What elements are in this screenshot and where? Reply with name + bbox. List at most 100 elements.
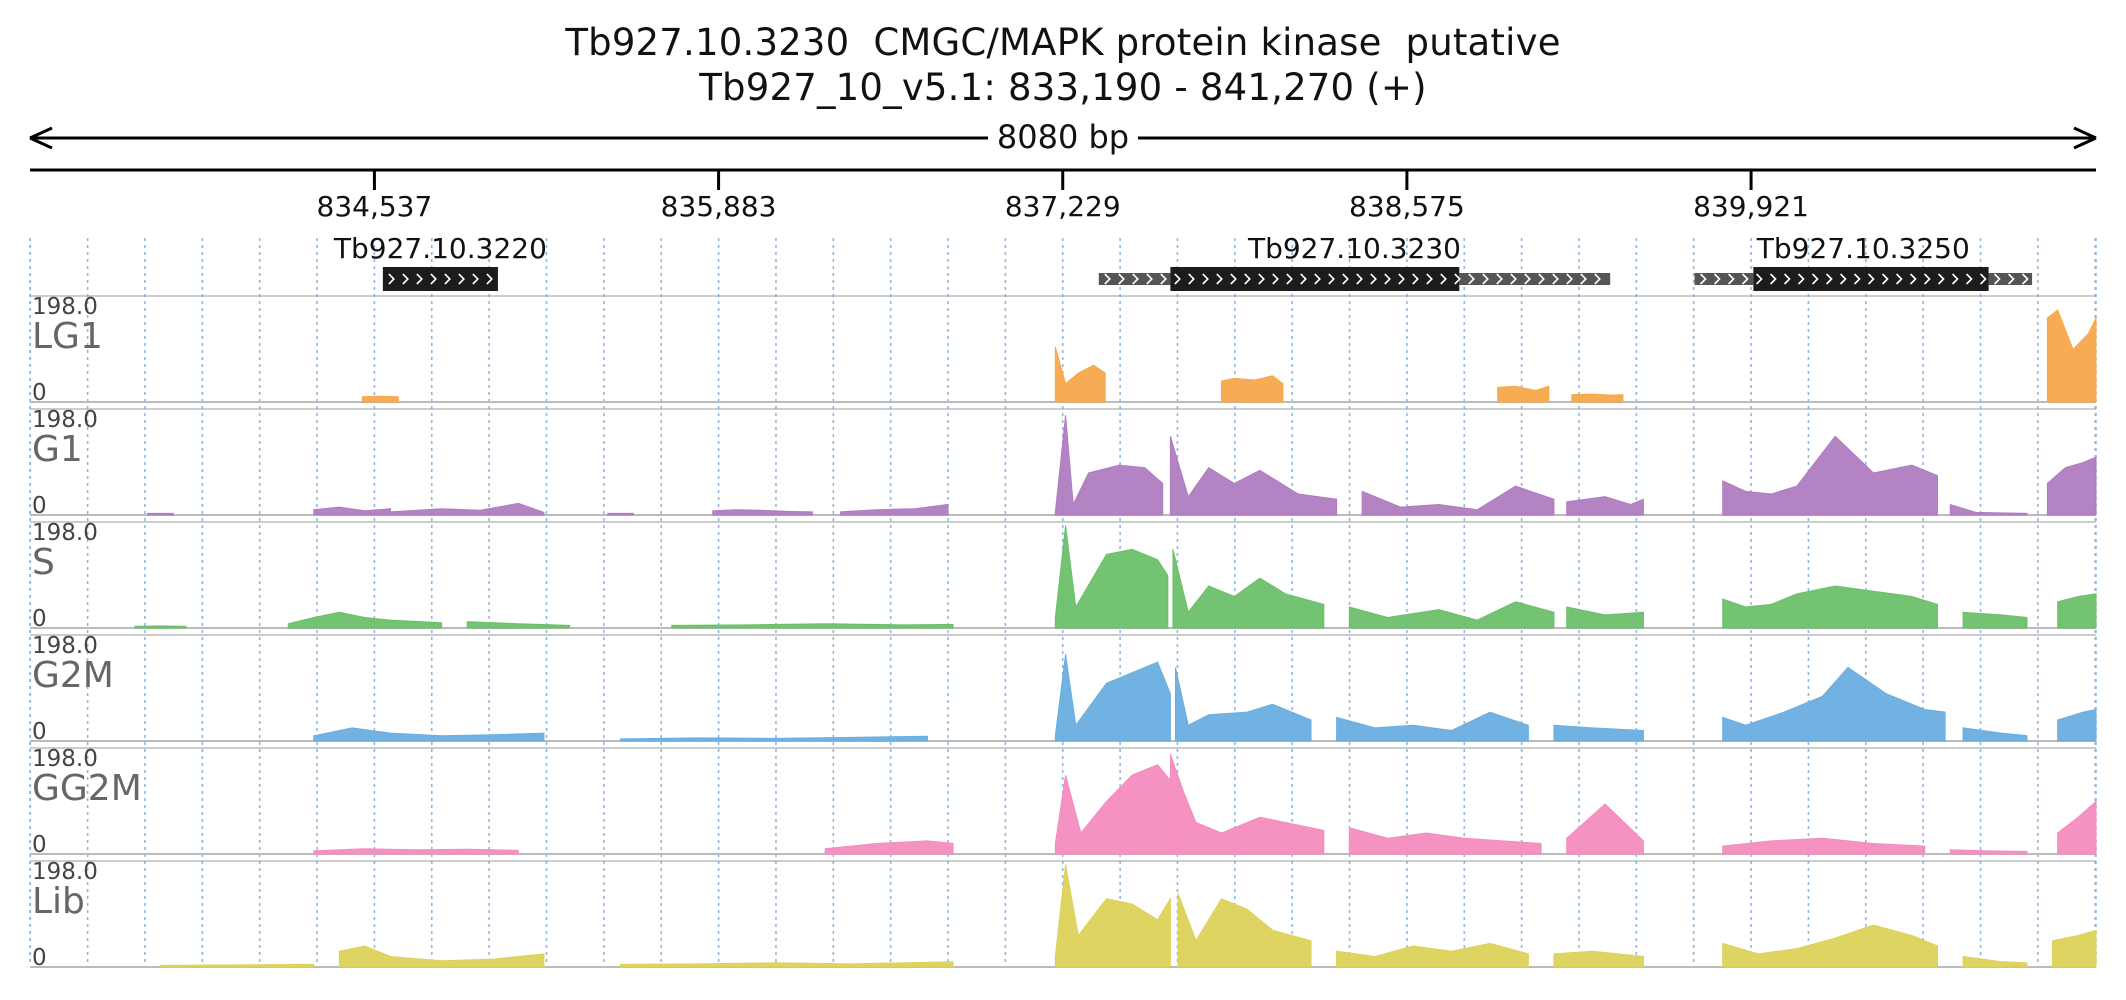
strand-arrow-icon [1937, 273, 1945, 285]
coverage-area [607, 512, 634, 516]
coverage-area [1361, 485, 1555, 516]
coverage-area [1169, 754, 1325, 855]
strand-arrow-icon [1118, 273, 1125, 285]
strand-arrow-icon [1993, 273, 2001, 285]
track-name-label: Lib [32, 881, 85, 922]
coverage-area [1221, 375, 1284, 403]
coverage-area [1553, 950, 1644, 968]
coverage-area [1497, 385, 1550, 403]
strand-arrow-icon [1552, 273, 1559, 285]
coverage-area [2057, 708, 2097, 742]
gene-utr-5 [1694, 273, 1754, 285]
track-name-label: GG2M [32, 768, 142, 809]
coverage-area [1962, 611, 2028, 629]
strand-arrow-icon [1230, 273, 1237, 285]
coverage-area [1177, 893, 1312, 968]
coverage-area [1566, 606, 1644, 629]
track-name-label: LG1 [32, 316, 103, 357]
track-ymax-label: 198.0 [32, 633, 98, 659]
strand-arrow-icon [1384, 273, 1391, 285]
coverage-track: 198.0G1 0 [30, 407, 2097, 519]
strand-arrow-icon [1496, 273, 1503, 285]
locus-title: Tb927_10_v5.1: 833,190 - 841,270 (+) [699, 66, 1427, 109]
strand-arrow-icon [1594, 273, 1601, 285]
span-length-label: 8080 bp [997, 118, 1129, 156]
strand-arrow-icon [416, 273, 423, 285]
ruler-tick-label: 837,229 [1005, 190, 1121, 223]
coverage-area [620, 735, 928, 742]
track-name-label: G2M [32, 655, 114, 696]
coverage-area [620, 961, 954, 968]
track-ymax-label: 198.0 [32, 407, 98, 433]
gene-cds [1753, 267, 1989, 291]
strand-arrow-icon [2021, 273, 2029, 285]
coverage-area [1566, 803, 1644, 855]
coverage-track: 198.0S 0 [30, 520, 2097, 632]
coverage-area [1336, 942, 1529, 968]
strand-arrow-icon [1174, 273, 1181, 285]
strand-arrow-icon [1454, 273, 1461, 285]
track-name-label: S [32, 542, 55, 583]
gene-cds [1170, 267, 1460, 291]
coverage-tracks: 198.0LG10198.0G10198.0S0198.0G2M0198.0GG… [30, 294, 2097, 971]
coverage-area [361, 395, 399, 403]
coverage-area [1962, 727, 2028, 742]
coverage-area [1722, 837, 1926, 855]
coverage-area [2057, 800, 2097, 855]
coverage-area [1962, 955, 2028, 968]
coverage-area [1336, 711, 1529, 742]
track-ymax-label: 198.0 [32, 746, 98, 772]
coverage-area [1553, 724, 1644, 742]
strand-arrow-icon [1713, 273, 1721, 285]
gene-label: Tb927.10.3230 [1247, 232, 1461, 265]
coverage-area [1172, 549, 1325, 629]
coverage-area [1054, 415, 1164, 516]
strand-arrow-icon [1468, 273, 1475, 285]
coverage-area [1722, 435, 1938, 516]
gene-label: Tb927.10.3250 [1756, 232, 1970, 265]
gene-utr-3 [1459, 273, 1611, 285]
strand-arrow-icon [444, 273, 451, 285]
strand-arrow-icon [1909, 273, 1917, 285]
coverage-area [1175, 667, 1312, 742]
coverage-area [466, 621, 571, 629]
strand-arrow-icon [2007, 273, 2015, 285]
strand-arrow-icon [1951, 273, 1959, 285]
strand-arrow-icon [1895, 273, 1903, 285]
coverage-area [1722, 924, 1938, 968]
gene-utr-3 [1988, 273, 2033, 285]
strand-arrow-icon [1783, 273, 1791, 285]
strand-arrow-icon [1426, 273, 1433, 285]
span-label-bg [988, 122, 1138, 154]
strand-arrow-icon [1965, 273, 1973, 285]
coverage-area [1722, 585, 1938, 629]
coverage-area [2057, 593, 2097, 629]
strand-arrow-icon [1853, 273, 1861, 285]
ruler-tick-label: 838,575 [1349, 190, 1465, 223]
coverage-area [1571, 393, 1624, 403]
strand-arrow-icon [1839, 273, 1847, 285]
track-ymin-label: 0 [32, 719, 47, 745]
strand-arrow-icon [1727, 273, 1735, 285]
strand-arrow-icon [1566, 273, 1573, 285]
strand-arrow-icon [1356, 273, 1363, 285]
gene-model: Tb927.10.3250 [1694, 232, 2033, 291]
track-ymax-label: 198.0 [32, 520, 98, 546]
strand-arrow-icon [1258, 273, 1265, 285]
coverage-area [134, 625, 187, 629]
strand-arrow-icon [1867, 273, 1875, 285]
region-span: 8080 bp [29, 118, 2097, 156]
coverage-area [2052, 929, 2097, 968]
strand-arrow-icon [1328, 273, 1335, 285]
strand-arrow-icon [1104, 273, 1111, 285]
gene-track: Tb927.10.3220 Tb927.10.3230 Tb927.10.3250 [333, 232, 2033, 291]
span-arrow-left-icon [29, 126, 53, 150]
strand-arrow-icon [1797, 273, 1805, 285]
strand-arrow-icon [1398, 273, 1405, 285]
strand-arrow-icon [1244, 273, 1251, 285]
strand-arrow-icon [388, 273, 395, 285]
